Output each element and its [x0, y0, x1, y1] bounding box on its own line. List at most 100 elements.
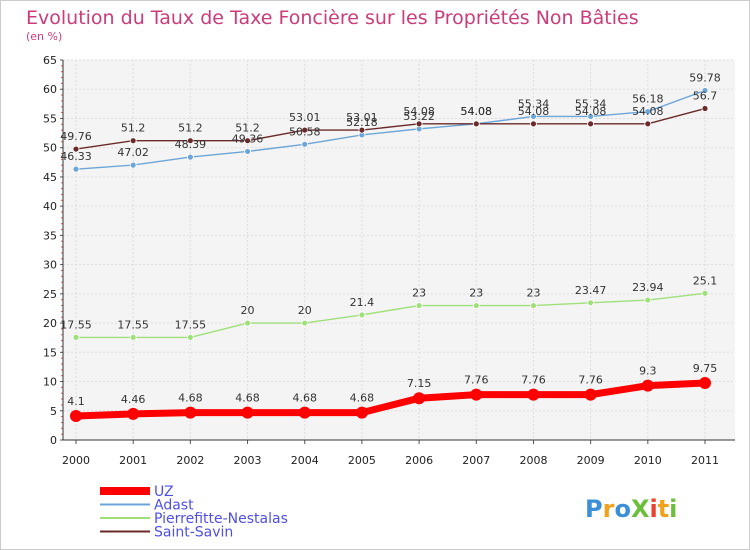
data-label: 54.08	[403, 105, 435, 118]
data-point	[244, 137, 251, 145]
data-label: 4.46	[121, 393, 146, 406]
data-label: 23.94	[632, 281, 664, 294]
chart-subtitle: (en %)	[26, 30, 62, 43]
y-tick-label: 5	[50, 405, 57, 418]
data-label: 25.1	[693, 274, 718, 287]
y-tick-label: 25	[43, 288, 57, 301]
data-label: 9.75	[693, 362, 718, 375]
data-point	[415, 120, 423, 128]
y-tick-label: 40	[43, 200, 57, 213]
plot-area: 0 5 10 15 20 25 30 35 40 45 50 55 60 65 2000 2001 2002 20…	[43, 54, 735, 467]
x-tick-label: 2007	[462, 454, 490, 467]
data-point	[701, 87, 709, 94]
y-tick-label: 65	[43, 54, 57, 67]
data-label: 53.01	[346, 111, 378, 124]
data-label: 23	[526, 287, 540, 300]
data-point	[301, 126, 309, 134]
x-tick-label: 2003	[234, 454, 262, 467]
data-label: 49.76	[60, 130, 92, 143]
x-tick-label: 2008	[519, 454, 547, 467]
data-label: 55.34	[518, 97, 550, 110]
data-point	[186, 333, 194, 341]
data-point	[241, 406, 254, 419]
x-tick-label: 2001	[119, 454, 147, 467]
x-tick-label: 2002	[176, 454, 204, 467]
data-label: 51.2	[178, 122, 203, 135]
data-point	[186, 137, 194, 145]
chart-title: Evolution du Taux de Taxe Foncière sur l…	[26, 7, 639, 29]
x-tick-label: 2010	[634, 454, 662, 467]
data-point	[472, 302, 480, 309]
data-point	[358, 126, 366, 134]
data-label: 51.2	[121, 122, 146, 135]
data-label: 48.39	[175, 138, 207, 151]
y-tick-label: 35	[43, 229, 57, 242]
data-label: 46.33	[60, 150, 92, 163]
data-label: 54.08	[461, 105, 493, 118]
legend-label: Adast	[154, 498, 194, 514]
data-label: 23.47	[575, 284, 607, 297]
data-label: 51.2	[235, 122, 260, 135]
brand-text: ProXiti	[585, 495, 677, 523]
data-label: 4.68	[350, 392, 375, 405]
data-point	[644, 120, 652, 128]
data-point	[527, 388, 540, 401]
data-point	[301, 319, 309, 327]
y-tick-label: 15	[43, 346, 57, 359]
data-label: 17.55	[175, 318, 207, 331]
x-tick-label: 2011	[691, 454, 719, 467]
legend-label: UZ	[154, 484, 174, 500]
data-label: 4.68	[292, 392, 317, 405]
data-label: 23	[469, 287, 483, 300]
data-point	[184, 406, 197, 419]
y-tick-label: 30	[43, 259, 57, 272]
data-point	[587, 120, 595, 128]
data-point	[129, 137, 137, 145]
y-tick-label: 45	[43, 171, 57, 184]
data-label: 4.1	[67, 395, 85, 408]
data-point	[72, 165, 80, 173]
data-point	[699, 377, 711, 389]
data-label: 7.76	[464, 374, 489, 387]
data-point	[644, 296, 652, 304]
data-label: 17.55	[117, 318, 149, 331]
data-point	[584, 388, 597, 401]
data-label: 59.78	[689, 72, 721, 85]
data-label: 7.15	[407, 377, 432, 390]
data-point	[186, 153, 194, 161]
y-tick-label: 20	[43, 317, 57, 330]
data-point	[413, 392, 426, 405]
data-label: 54.08	[575, 105, 607, 118]
data-point	[415, 302, 423, 309]
data-label: 52.18	[346, 116, 378, 129]
data-point	[587, 113, 595, 120]
x-tick-label: 2000	[62, 454, 90, 467]
data-point	[641, 379, 654, 392]
x-tick-label: 2006	[405, 454, 433, 467]
data-label: 54.08	[518, 105, 550, 118]
data-label: 7.76	[578, 374, 603, 387]
data-label: 54.08	[632, 105, 664, 118]
data-point	[72, 333, 80, 341]
y-tick-label: 50	[43, 142, 57, 155]
data-point	[298, 406, 311, 419]
data-label: 20	[241, 304, 255, 317]
y-tick-label: 0	[50, 434, 57, 447]
data-label: 17.55	[60, 318, 92, 331]
data-label: 56.7	[693, 90, 718, 103]
y-tick-label: 10	[43, 376, 57, 389]
data-point	[244, 319, 251, 327]
data-point	[70, 410, 82, 423]
data-point	[129, 333, 137, 341]
data-point	[472, 120, 480, 128]
data-label: 23	[412, 287, 426, 300]
x-tick-label: 2005	[348, 454, 376, 467]
data-point	[530, 120, 537, 128]
data-point	[587, 299, 595, 307]
data-label: 53.01	[289, 111, 321, 124]
x-tick-label: 2009	[577, 454, 605, 467]
y-tick-label: 55	[43, 112, 57, 125]
